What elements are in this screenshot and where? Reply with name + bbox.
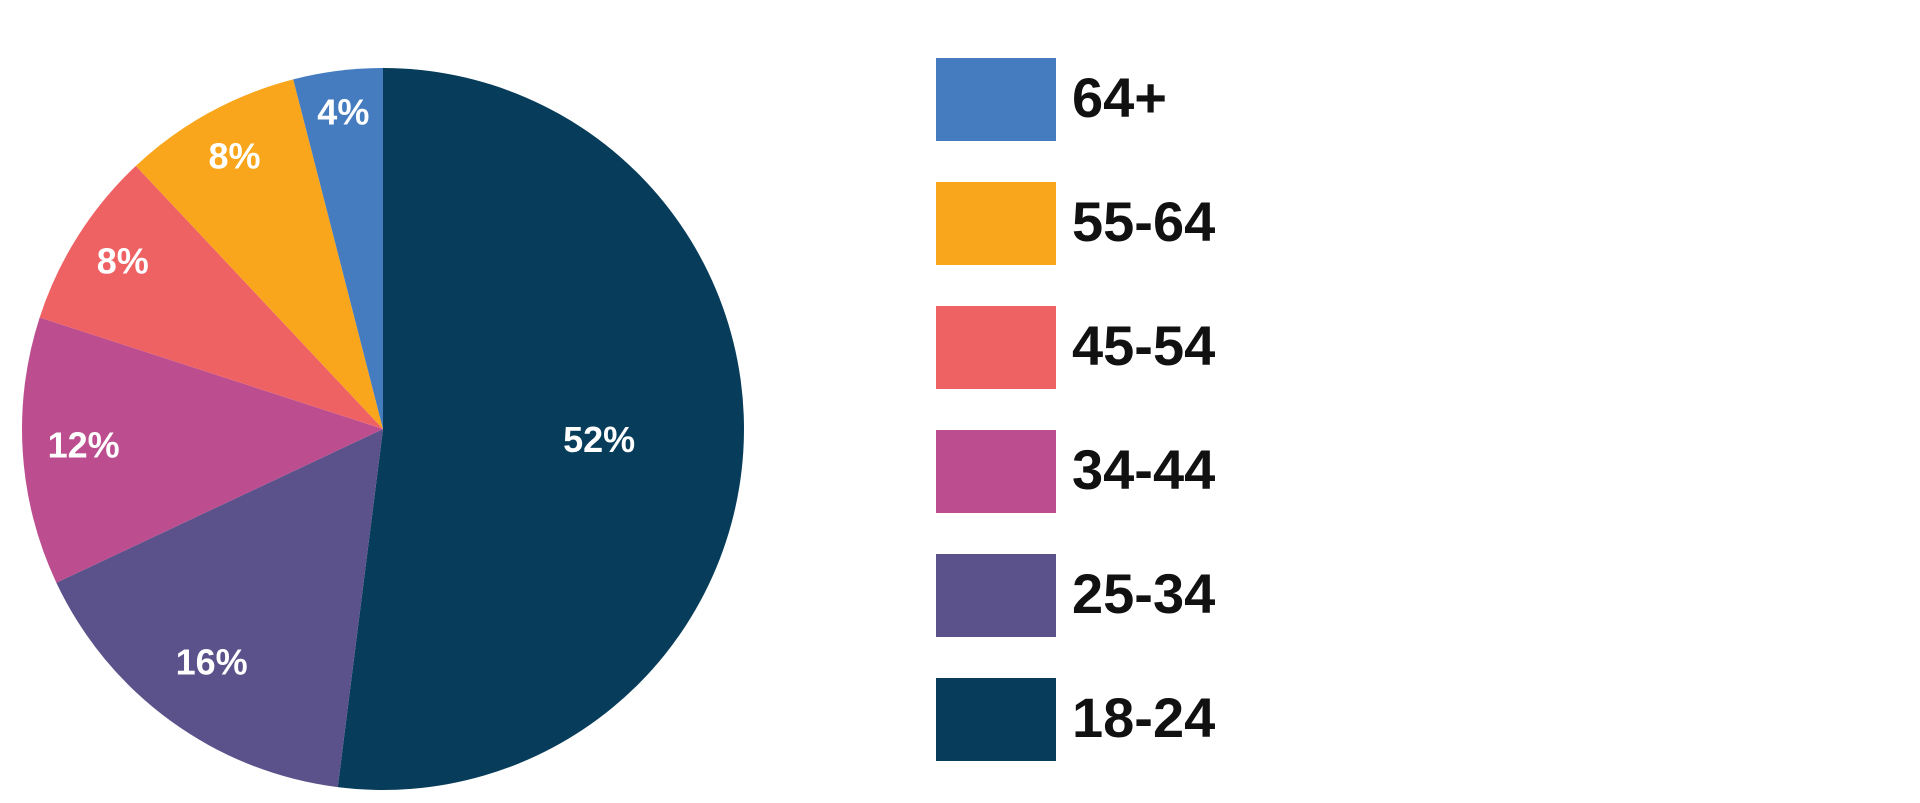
pie-slice: [39, 165, 383, 429]
legend-label: 55-64: [1072, 190, 1215, 253]
legend-label: 18-24: [1072, 686, 1215, 749]
pie-slice: [56, 429, 384, 788]
slice-label: 16%: [176, 641, 248, 682]
legend-swatch: [936, 678, 1056, 761]
legend-label: 34-44: [1072, 438, 1215, 501]
slice-label: 8%: [208, 135, 260, 176]
slice-label: 4%: [317, 91, 369, 132]
slice-label: 52%: [563, 419, 635, 460]
legend-swatch: [936, 554, 1056, 637]
legend-label: 64+: [1072, 66, 1167, 129]
legend-swatch: [936, 430, 1056, 513]
legend-label: 25-34: [1072, 562, 1215, 625]
pie-slice: [337, 68, 745, 790]
slice-label: 12%: [48, 424, 120, 465]
slice-label: 8%: [97, 240, 149, 281]
pie-slice: [135, 79, 383, 429]
pie-slice: [22, 317, 384, 583]
legend-swatch: [936, 182, 1056, 265]
legend-swatch: [936, 58, 1056, 141]
pie-slice: [293, 68, 383, 429]
legend-label: 45-54: [1072, 314, 1215, 377]
legend-swatch: [936, 306, 1056, 389]
